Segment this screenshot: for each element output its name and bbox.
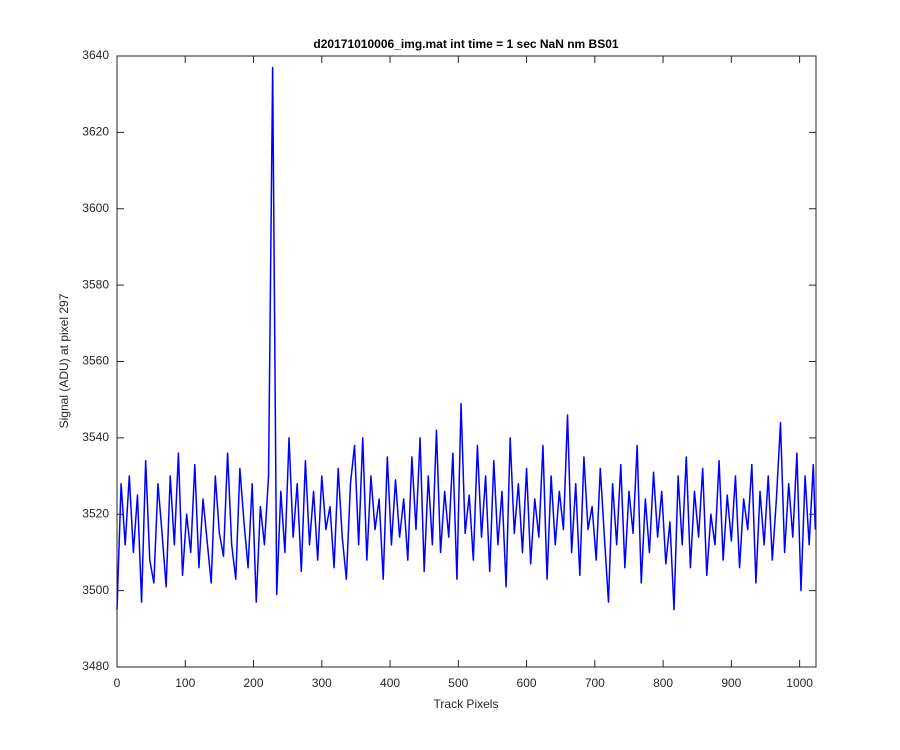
x-tick-label: 0	[114, 676, 121, 690]
y-axis-label: Signal (ADU) at pixel 297	[57, 293, 71, 428]
x-tick-label: 100	[175, 676, 195, 690]
x-axis-label: Track Pixels	[434, 697, 499, 711]
y-tick-label: 3520	[82, 506, 109, 520]
x-tick-label: 700	[585, 676, 605, 690]
x-tick-label: 500	[448, 676, 468, 690]
x-tick-label: 1000	[786, 676, 813, 690]
plot-area	[116, 55, 817, 668]
x-tick-label: 600	[517, 676, 537, 690]
y-tick-label: 3540	[82, 430, 109, 444]
y-tick-label: 3640	[82, 48, 109, 62]
y-tick-label: 3600	[82, 201, 109, 215]
chart-title: d20171010006_img.mat int time = 1 sec Na…	[313, 37, 618, 51]
x-tick-label: 300	[312, 676, 332, 690]
y-tick-label: 3580	[82, 277, 109, 291]
x-tick-label: 900	[721, 676, 741, 690]
y-tick-label: 3480	[82, 659, 109, 673]
x-tick-label: 200	[244, 676, 264, 690]
y-tick-label: 3500	[82, 583, 109, 597]
y-tick-label: 3620	[82, 125, 109, 139]
x-tick-label: 400	[380, 676, 400, 690]
data-line	[116, 66, 817, 611]
y-tick-label: 3560	[82, 354, 109, 368]
x-tick-label: 800	[653, 676, 673, 690]
